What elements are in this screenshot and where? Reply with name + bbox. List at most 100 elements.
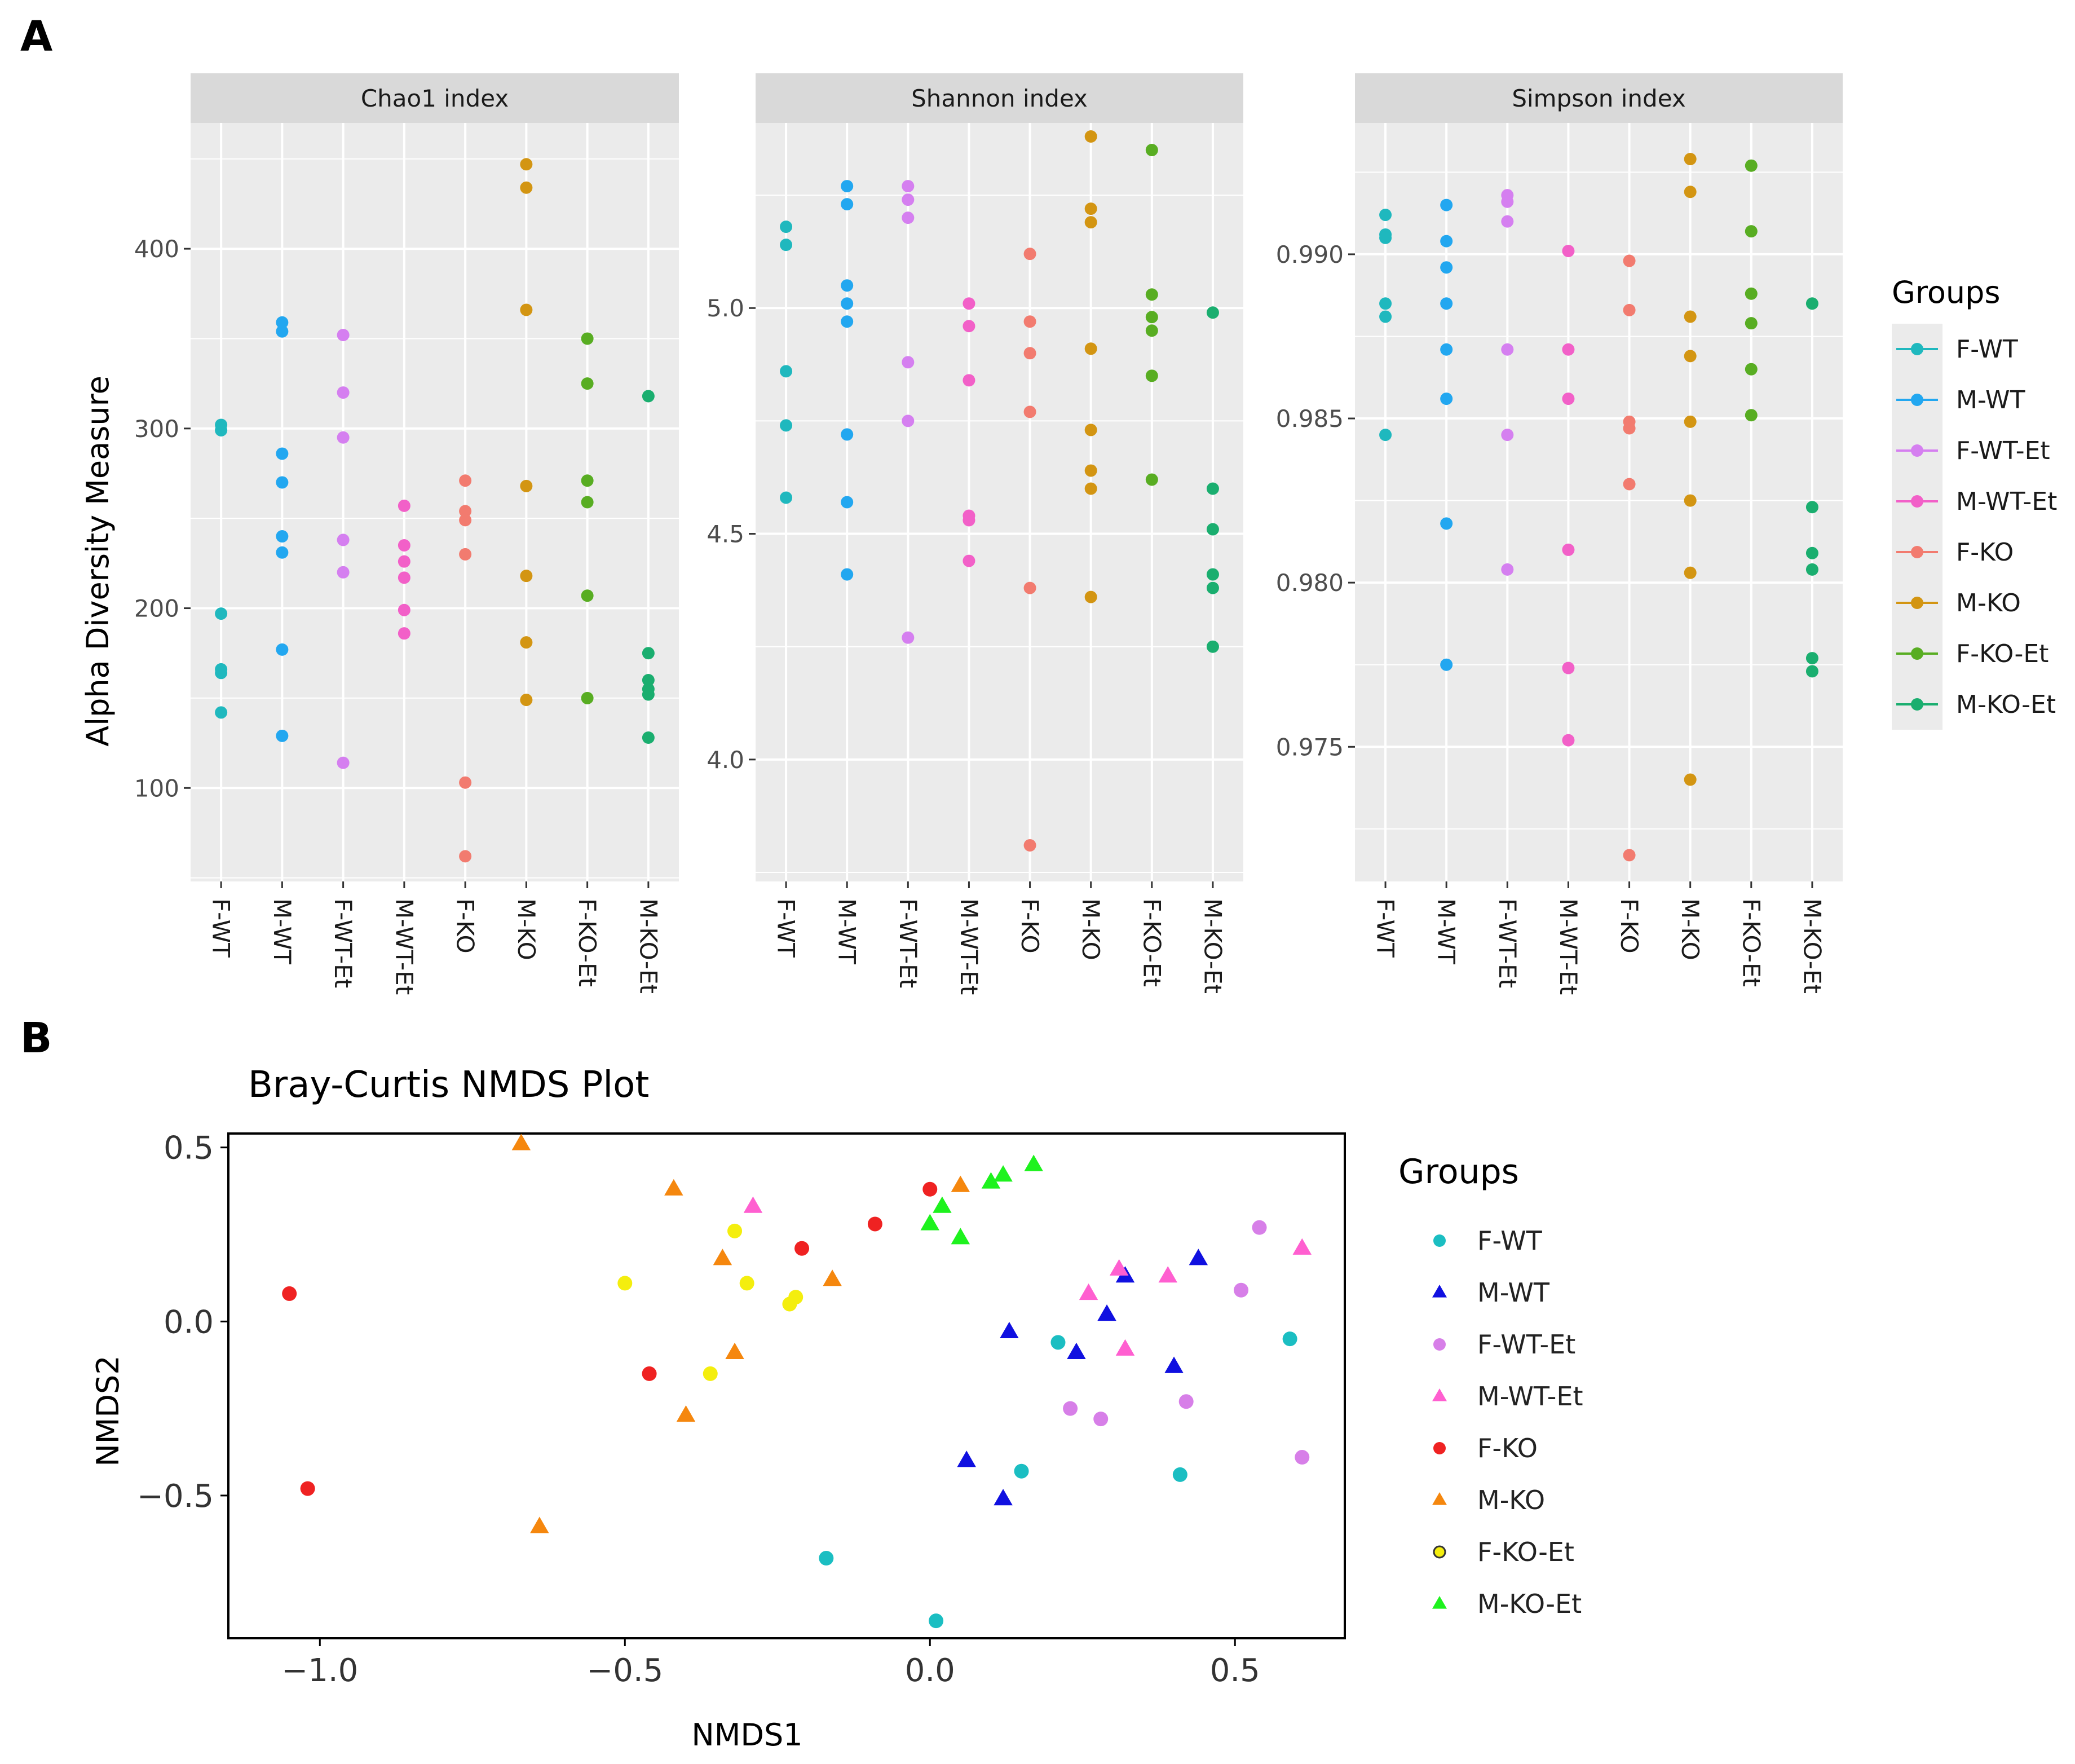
nmds-point-f-wt-et [1295,1450,1310,1465]
point-m-wt-et [398,555,410,568]
alpha-legend-item-m-wt-et: M-WT-Et [1892,476,2057,527]
legend-marker-triangle [1432,1596,1447,1609]
point-m-ko-et [642,647,655,660]
legend-label-m-wt-et: M-WT-Et [1956,487,2057,516]
nmds-point-m-ko [951,1175,970,1192]
point-f-wt [215,667,228,680]
x-tick-label: F-KO [1615,898,1643,954]
nmds-point-f-ko-et [739,1276,754,1291]
point-m-wt [276,476,289,489]
facet-chao1-index: Chao1 index 100 200 300 400 F-WT M-WT F-WT-Et M-… [134,73,679,995]
nmds-point-f-ko [642,1366,657,1381]
nmds-point-m-ko-et [933,1196,952,1213]
point-f-ko [459,850,472,863]
point-m-ko [1084,202,1097,215]
nmds-point-f-ko [282,1286,297,1301]
point-m-wt-et [398,499,410,512]
point-f-wt [780,419,793,432]
nmds-point-m-ko [676,1405,696,1422]
point-m-wt-et [398,603,410,616]
nmds-point-f-wt-et [1234,1282,1249,1298]
nmds-legend-item-m-ko-et: M-KO-Et [1432,1589,1582,1619]
point-m-ko [520,479,533,492]
point-m-wt [276,729,289,742]
nmds-legend-label-f-wt: F-WT [1477,1225,1543,1256]
nmds-legend-label-f-ko-et: F-KO-Et [1477,1537,1574,1567]
point-m-ko [1684,415,1697,428]
x-tick-label: M-KO [1676,898,1704,960]
point-f-ko-et [1145,324,1158,337]
point-m-ko [1084,130,1097,143]
nmds-point-f-wt-et [1252,1220,1267,1235]
point-f-ko [1023,839,1036,852]
point-m-wt [841,496,854,509]
alpha-legend-item-f-wt: F-WT [1892,324,2018,374]
nmds-point-f-wt [1014,1463,1029,1479]
nmds-point-f-ko-et [617,1276,633,1291]
point-f-wt-et [337,566,350,579]
point-m-ko [1684,566,1697,579]
point-m-wt [1440,235,1453,248]
point-m-wt-et [1562,393,1575,405]
point-m-wt [276,546,289,559]
point-f-ko [1623,422,1636,435]
point-f-ko-et [581,496,594,509]
point-f-ko-et [1145,311,1158,324]
facet-strip-simpson-index [1355,73,1843,123]
alpha-y-axis-label: Alpha Diversity Measure [80,376,116,747]
point-m-wt [841,315,854,328]
facet-title-shannon-index: Shannon index [911,85,1088,112]
point-f-ko-et [1745,287,1758,300]
point-m-wt [841,180,854,193]
point-m-wt [841,198,854,211]
nmds-point-m-ko [530,1516,549,1533]
nmds-point-m-wt-et [743,1196,763,1213]
x-tick-label: F-KO-Et [1737,898,1765,987]
x-tick-label: M-WT [268,898,296,964]
point-f-ko-et [1745,225,1758,238]
point-m-wt [276,643,289,656]
x-tick-label: M-KO-Et [1199,898,1226,994]
point-f-ko-et [581,691,594,704]
point-m-ko-et [1206,581,1219,594]
y-tick-label: 0.5 [164,1130,214,1167]
point-m-wt-et [1562,662,1575,674]
point-m-ko-et [1206,568,1219,581]
x-tick-label: M-KO-Et [1798,898,1826,994]
point-m-ko-et [1805,652,1818,665]
facet-simpson-index: Simpson index 0.975 0.980 0.985 0.990 F-WT M-W… [1276,73,1843,995]
x-tick-label: F-WT-Et [1494,898,1521,988]
legend-key-point [1911,546,1923,558]
point-f-ko-et [581,474,594,487]
point-f-ko-et [1145,473,1158,486]
legend-marker-triangle [1432,1388,1447,1401]
point-f-wt-et [337,386,350,399]
nmds-point-m-wt-et [1292,1238,1312,1255]
x-tick-label: F-WT-Et [329,898,357,988]
point-m-ko-et [1805,546,1818,559]
x-tick-label: −0.5 [586,1652,663,1689]
point-m-ko-et [1206,523,1219,536]
nmds-x-axis-label: NMDS1 [691,1717,802,1753]
nmds-point-f-wt-et [1093,1412,1109,1427]
nmds-point-m-ko [725,1342,744,1360]
alpha-legend-item-m-wt: M-WT [1892,374,2025,425]
nmds-point-m-wt-et [1115,1339,1135,1356]
nmds-point-f-ko [867,1216,882,1232]
legend-key-point [1911,394,1923,406]
point-m-ko [1684,773,1697,786]
x-tick-label: −1.0 [281,1652,358,1689]
legend-key-point [1911,647,1923,660]
nmds-point-f-wt-et [1063,1401,1078,1416]
point-f-wt [1379,231,1392,244]
nmds-point-f-wt [1282,1331,1297,1347]
nmds-legend-label-f-ko: F-KO [1477,1433,1538,1463]
facet-panel-shannon-index [756,123,1243,881]
nmds-point-f-ko-et [727,1223,743,1238]
nmds-point-f-wt [929,1613,944,1629]
legend-key-point [1911,495,1923,508]
facet-shannon-index: Shannon index 4.0 4.5 5.0 F-WT M-WT F-WT-Et M-W… [707,73,1243,995]
x-tick-label: F-WT [1372,898,1399,958]
nmds-legend-item-f-wt: F-WT [1433,1225,1543,1256]
point-m-ko-et [1805,501,1818,514]
